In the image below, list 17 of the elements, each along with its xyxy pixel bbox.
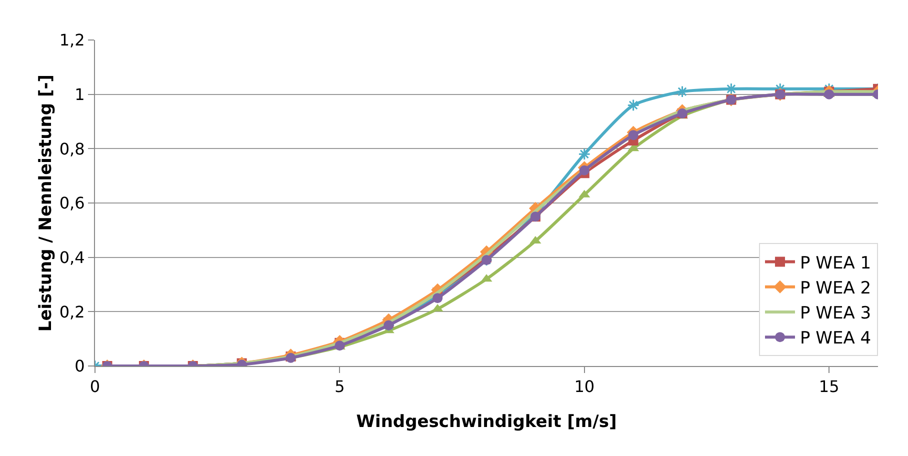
y-tick-label: 1 xyxy=(74,84,85,104)
legend-label: P WEA 3 xyxy=(800,304,872,324)
x-tick-label: 10 xyxy=(574,377,595,396)
y-tick-label: 0,4 xyxy=(59,248,85,267)
y-tick-label: 0 xyxy=(74,356,85,376)
legend-label: P WEA 2 xyxy=(800,278,872,298)
x-tick-label: 5 xyxy=(334,377,345,396)
legend-label: P WEA 4 xyxy=(800,328,872,349)
y-tick-label: 0,6 xyxy=(59,194,85,213)
y-tick-label: 0,8 xyxy=(59,139,85,158)
x-tick-label: 15 xyxy=(818,377,840,396)
y-axis-title: Leistung / Nennleistung [-] xyxy=(36,74,56,332)
legend-label: P WEA 1 xyxy=(800,253,872,274)
y-tick-label: 1,2 xyxy=(59,30,85,50)
x-axis-title: Windgeschwindigkeit [m/s] xyxy=(356,412,617,432)
x-tick-label: 0 xyxy=(90,377,100,396)
y-tick-label: 0,2 xyxy=(59,302,85,322)
